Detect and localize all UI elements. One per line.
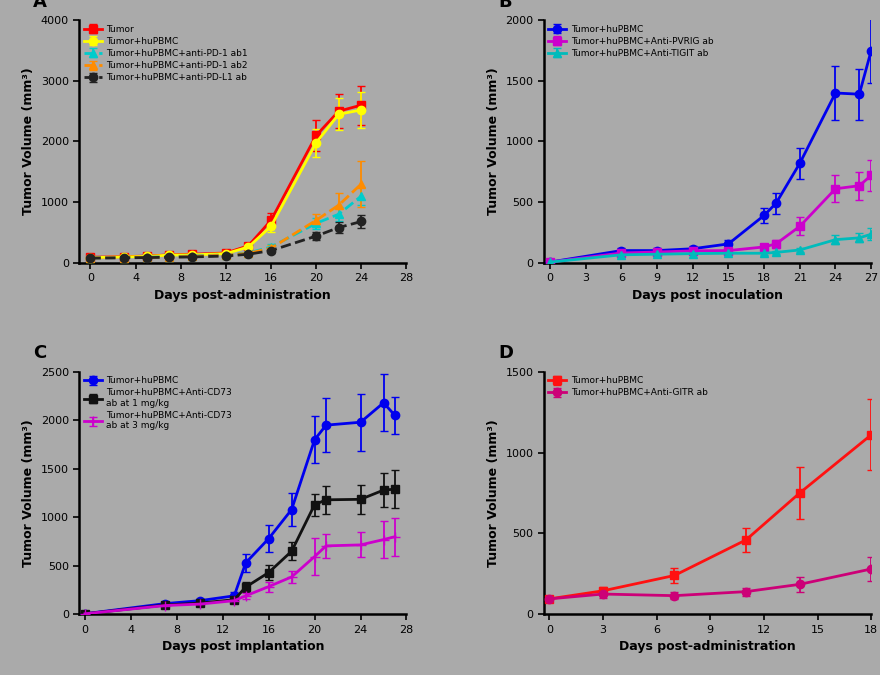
Y-axis label: Tumor Volume (mm³): Tumor Volume (mm³) (487, 68, 500, 215)
Legend: Tumor+huPBMC, Tumor+huPBMC+Anti-GITR ab: Tumor+huPBMC, Tumor+huPBMC+Anti-GITR ab (546, 375, 709, 400)
Text: A: A (33, 0, 48, 11)
X-axis label: Days post-administration: Days post-administration (155, 289, 331, 302)
Y-axis label: Tumor Volume (mm³): Tumor Volume (mm³) (22, 419, 35, 567)
Text: C: C (33, 344, 47, 362)
X-axis label: Days post inoculation: Days post inoculation (632, 289, 783, 302)
Y-axis label: Tumor Volume (mm³): Tumor Volume (mm³) (487, 419, 500, 567)
X-axis label: Days post-administration: Days post-administration (620, 640, 796, 653)
Text: D: D (498, 344, 513, 362)
Legend: Tumor+huPBMC, Tumor+huPBMC+Anti-PVRIG ab, Tumor+huPBMC+Anti-TIGIT ab: Tumor+huPBMC, Tumor+huPBMC+Anti-PVRIG ab… (546, 23, 715, 60)
Text: B: B (498, 0, 512, 11)
Y-axis label: Tumor Volume (mm³): Tumor Volume (mm³) (22, 68, 35, 215)
Legend: Tumor+huPBMC, Tumor+huPBMC+Anti-CD73
ab at 1 mg/kg, Tumor+huPBMC+Anti-CD73
ab at: Tumor+huPBMC, Tumor+huPBMC+Anti-CD73 ab … (82, 375, 234, 432)
X-axis label: Days post implantation: Days post implantation (162, 640, 324, 653)
Legend: Tumor, Tumor+huPBMC, Tumor+huPBMC+anti-PD-1 ab1, Tumor+huPBMC+anti-PD-1 ab2, Tum: Tumor, Tumor+huPBMC, Tumor+huPBMC+anti-P… (82, 23, 250, 84)
